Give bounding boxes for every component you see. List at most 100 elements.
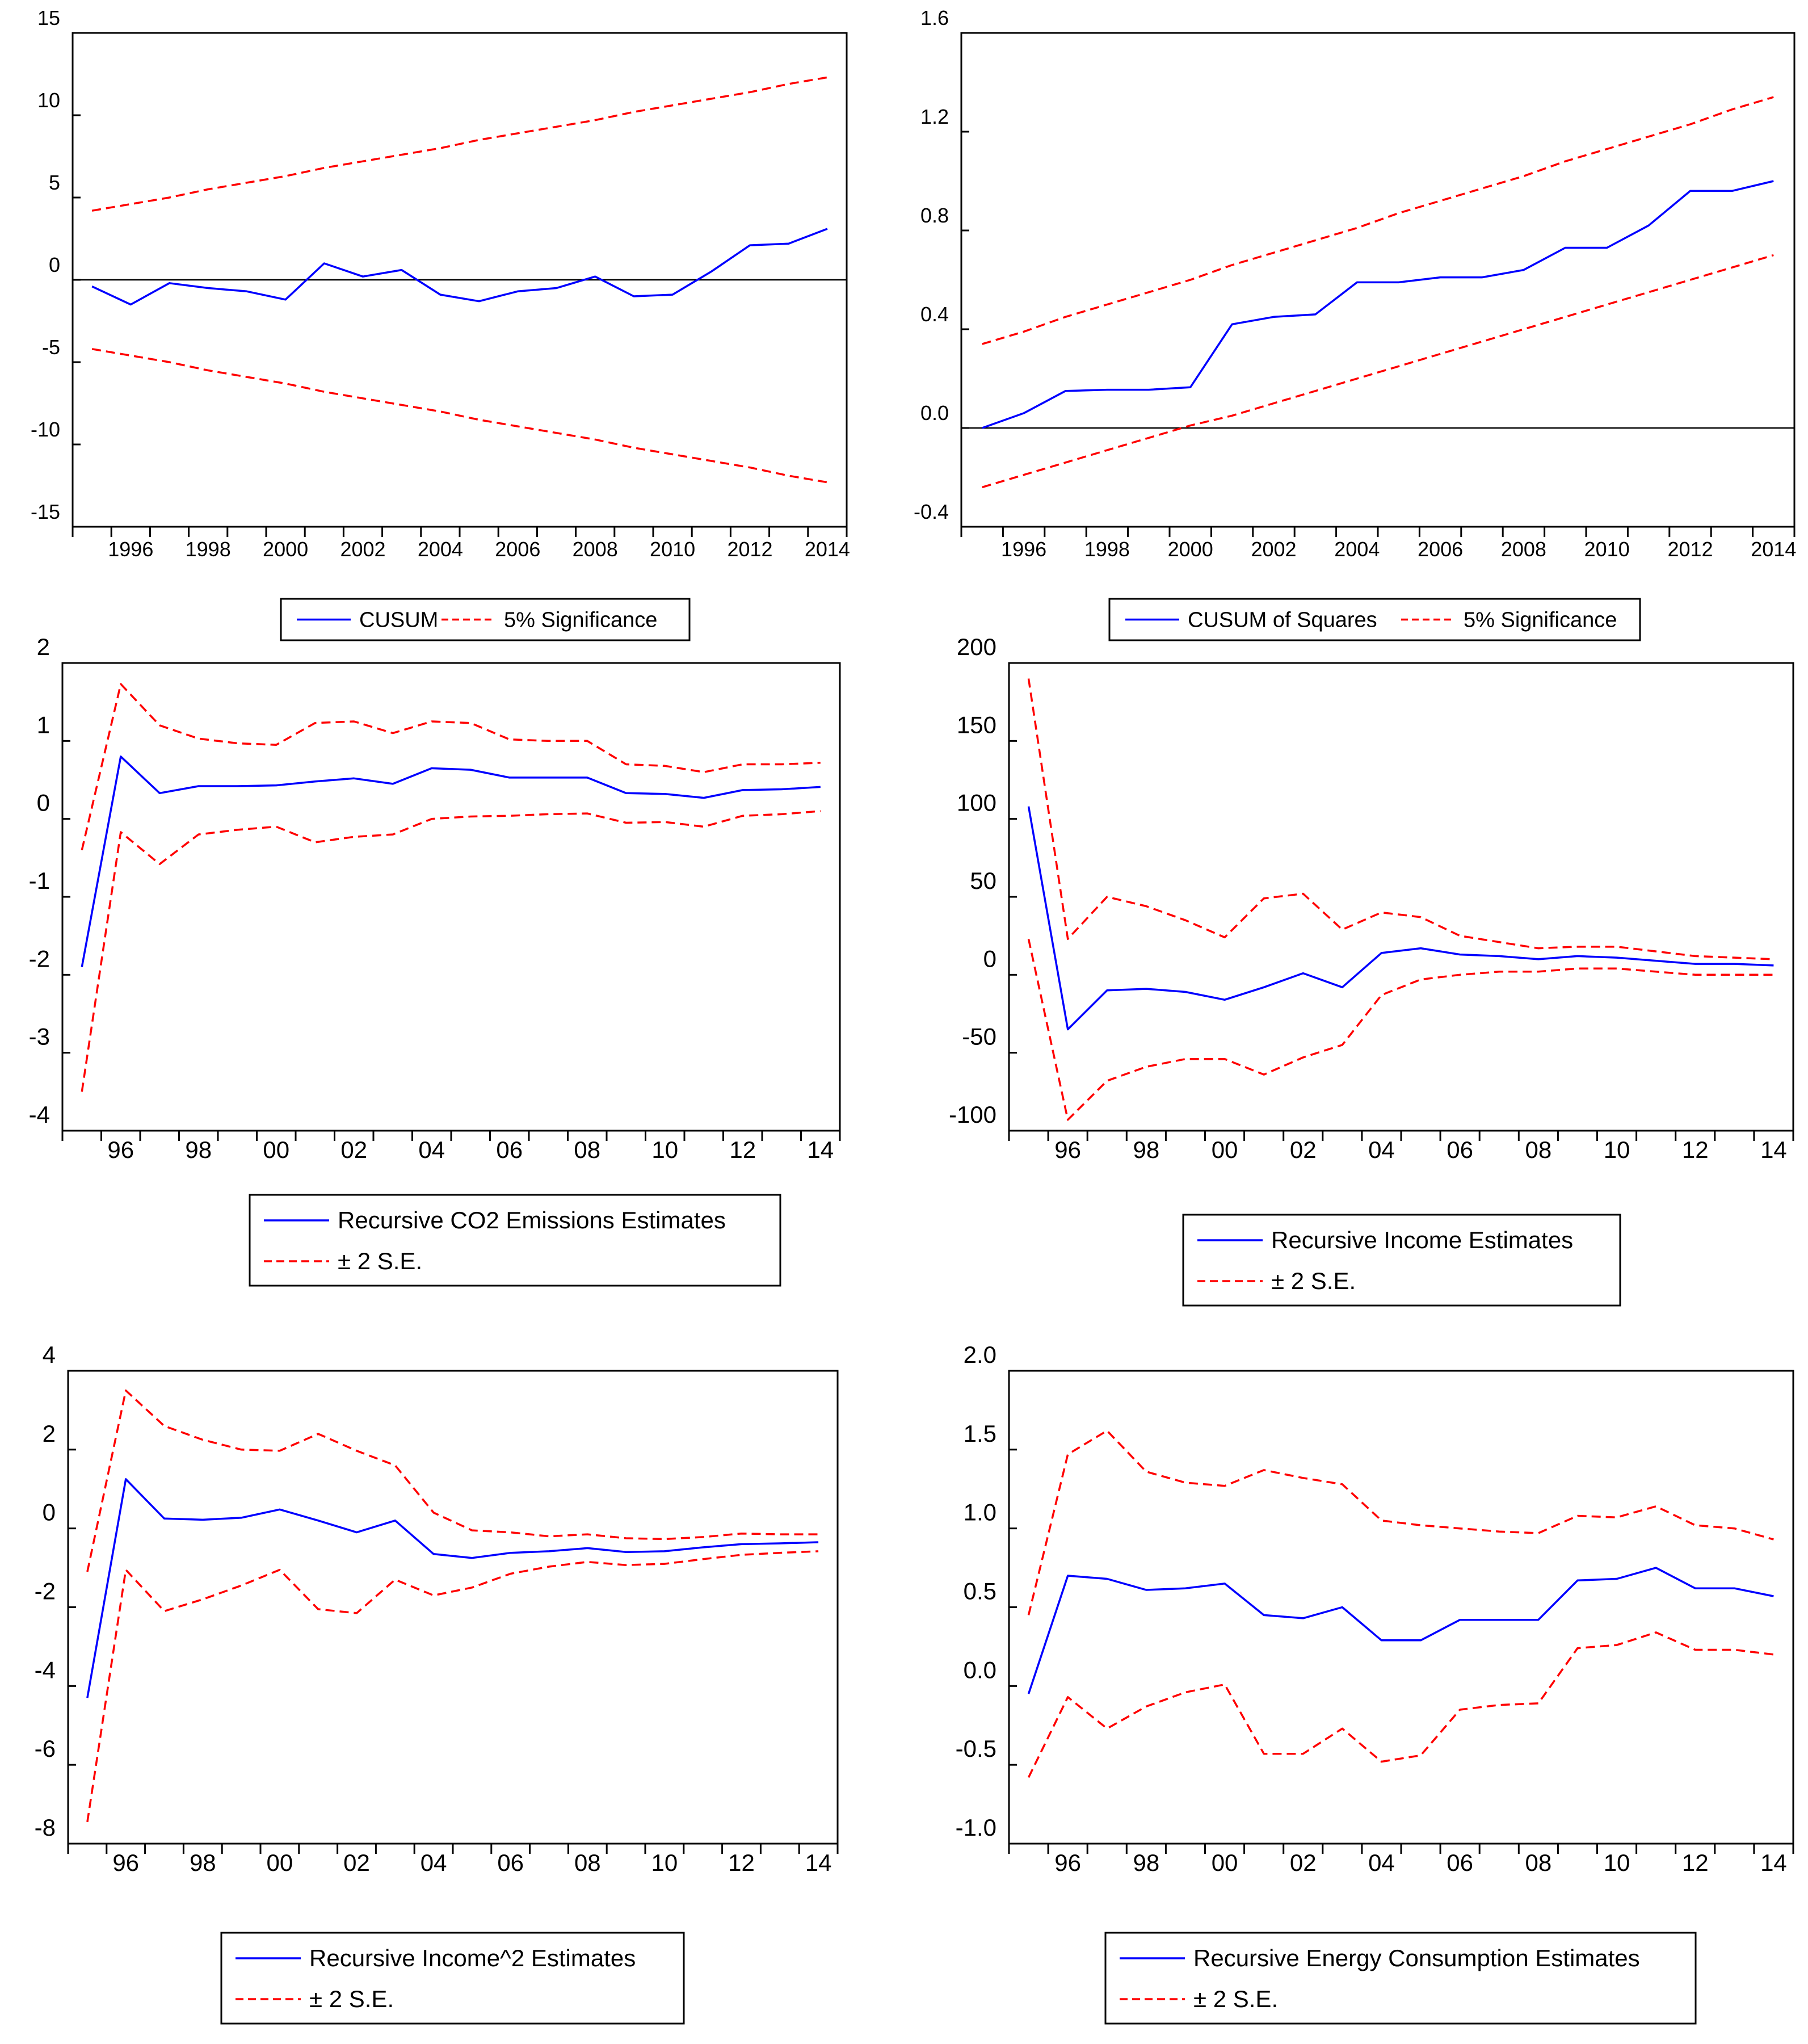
y-tick-label: 2.0 — [964, 1341, 996, 1368]
x-tick-label: 2008 — [1501, 538, 1546, 561]
x-tick-label: 96 — [112, 1849, 139, 1876]
x-tick-label: 04 — [421, 1849, 447, 1876]
x-tick-label: 2010 — [1584, 538, 1630, 561]
legend-label: Recursive Income Estimates — [1271, 1227, 1573, 1253]
chart-cusum: -15 -10 -5 0 5 10 15 1996 1998 2000 2002 2004 2006 20… — [31, 6, 850, 641]
x-tick-label: 14 — [805, 1849, 832, 1876]
x-tick-label: 2004 — [418, 538, 463, 561]
x-tick-label: 02 — [1290, 1136, 1317, 1163]
y-tick-label: -10 — [31, 418, 60, 441]
x-tick-label: 14 — [807, 1136, 834, 1163]
legend-label: ± 2 S.E. — [1193, 1986, 1278, 2012]
x-tick-label: 12 — [729, 1136, 756, 1163]
y-tick-label: 150 — [957, 711, 996, 738]
x-tick-label: 1996 — [1001, 538, 1046, 561]
x-tick-label: 00 — [1212, 1849, 1238, 1876]
y-tick-label: -100 — [949, 1101, 996, 1128]
y-tick-label: 0 — [983, 945, 996, 972]
x-tick-label: 04 — [1368, 1849, 1395, 1876]
chart-energy: -1.0 -0.5 0.0 0.5 1.0 1.5 2.0 96 98 00 02 04 06 08 10 1… — [956, 1341, 1794, 2025]
y-tick-label: -8 — [35, 1814, 56, 1841]
x-tick-label: 06 — [1447, 1849, 1473, 1876]
y-tick-label: 4 — [43, 1341, 56, 1368]
x-tick-label: 06 — [496, 1136, 523, 1163]
y-tick-label: 50 — [970, 867, 996, 894]
y-tick-label: -0.5 — [956, 1735, 996, 1762]
y-tick-label: 1.6 — [920, 6, 949, 30]
legend-label: CUSUM of Squares — [1188, 608, 1377, 632]
series-line-cusum-1 — [91, 76, 828, 212]
series-line-cusum-2 — [91, 348, 828, 484]
x-tick-label: 00 — [267, 1849, 293, 1876]
y-tick-label: 0.4 — [920, 303, 949, 326]
legend-label: Recursive Energy Consumption Estimates — [1193, 1945, 1640, 1971]
x-tick-label: 08 — [1525, 1849, 1551, 1876]
chart-income: -100 -50 0 50 100 150 200 96 98 00 02 04 06 08 10 12 14 R… — [949, 633, 1794, 1307]
series-line-cusum-0 — [91, 228, 828, 306]
x-tick-label: 96 — [107, 1136, 134, 1163]
legend-income-squared: Recursive Income^2 Estimates ± 2 S.E. — [220, 1932, 685, 2025]
series-line-energy-2 — [1027, 1631, 1774, 1778]
y-tick-label: 1.5 — [964, 1420, 996, 1447]
legend-cusum: CUSUM 5% Significance — [280, 598, 691, 641]
legend-frame — [1104, 1932, 1697, 2025]
plot-frame — [960, 32, 1796, 528]
x-tick-label: 10 — [1604, 1136, 1630, 1163]
x-tick-label: 12 — [728, 1849, 755, 1876]
legend-label: Recursive Income^2 Estimates — [309, 1945, 636, 1971]
x-tick-label: 98 — [185, 1136, 212, 1163]
legend-frame — [249, 1194, 781, 1287]
legend-label: 5% Significance — [504, 608, 657, 632]
y-tick-label: -5 — [42, 335, 60, 359]
legend-label: ± 2 S.E. — [338, 1248, 422, 1274]
plot-frame — [1008, 1370, 1794, 1845]
x-tick-label: 98 — [190, 1849, 216, 1876]
series-line-cusum-squares-1 — [982, 96, 1774, 345]
x-tick-label: 04 — [1368, 1136, 1395, 1163]
x-tick-label: 10 — [651, 1136, 678, 1163]
legend-frame — [1108, 598, 1641, 641]
series-line-co2-2 — [81, 810, 821, 1092]
chart-cusum-squares: -0.4 0.0 0.4 0.8 1.2 1.6 1996 1998 2000 2002 2004 2… — [914, 6, 1796, 641]
y-tick-label: -1.0 — [956, 1814, 996, 1841]
plot-frame — [61, 662, 841, 1132]
x-tick-label: 2012 — [1667, 538, 1713, 561]
y-tick-label: -2 — [29, 945, 50, 972]
y-tick-label: 0.0 — [920, 401, 949, 425]
y-tick-label: 100 — [957, 790, 996, 816]
x-tick-label: 14 — [1760, 1849, 1787, 1876]
y-tick-label: -1 — [29, 867, 50, 894]
x-tick-label: 1998 — [186, 538, 231, 561]
x-tick-label: 08 — [574, 1849, 601, 1876]
y-tick-label: 5 — [49, 171, 60, 194]
x-tick-label: 2010 — [650, 538, 695, 561]
x-tick-label: 2000 — [1168, 538, 1213, 561]
x-tick-label: 2000 — [263, 538, 308, 561]
y-tick-label: 10 — [37, 89, 60, 112]
series-line-energy-1 — [1027, 1429, 1774, 1615]
x-tick-label: 08 — [574, 1136, 600, 1163]
x-tick-label: 96 — [1054, 1136, 1081, 1163]
y-tick-label: 0 — [37, 790, 50, 816]
x-tick-label: 06 — [1447, 1136, 1473, 1163]
y-tick-label: 0.0 — [964, 1656, 996, 1683]
y-tick-label: -4 — [29, 1101, 50, 1128]
x-tick-label: 14 — [1760, 1136, 1787, 1163]
plot-frame — [67, 1370, 839, 1845]
x-tick-label: 02 — [343, 1849, 370, 1876]
x-tick-label: 12 — [1682, 1849, 1709, 1876]
series-line-co2-1 — [81, 683, 821, 850]
y-tick-label: 0.8 — [920, 204, 949, 227]
x-tick-label: 06 — [497, 1849, 524, 1876]
x-tick-label: 2012 — [727, 538, 772, 561]
x-tick-label: 02 — [340, 1136, 367, 1163]
legend-label: Recursive CO2 Emissions Estimates — [338, 1207, 726, 1233]
x-tick-label: 2014 — [805, 538, 850, 561]
y-tick-label: -50 — [962, 1023, 996, 1050]
series-line-income-squared-1 — [86, 1389, 819, 1572]
y-tick-label: 15 — [37, 6, 60, 30]
x-tick-label: 96 — [1054, 1849, 1081, 1876]
x-tick-label: 2014 — [1751, 538, 1796, 561]
x-tick-label: 98 — [1133, 1849, 1159, 1876]
